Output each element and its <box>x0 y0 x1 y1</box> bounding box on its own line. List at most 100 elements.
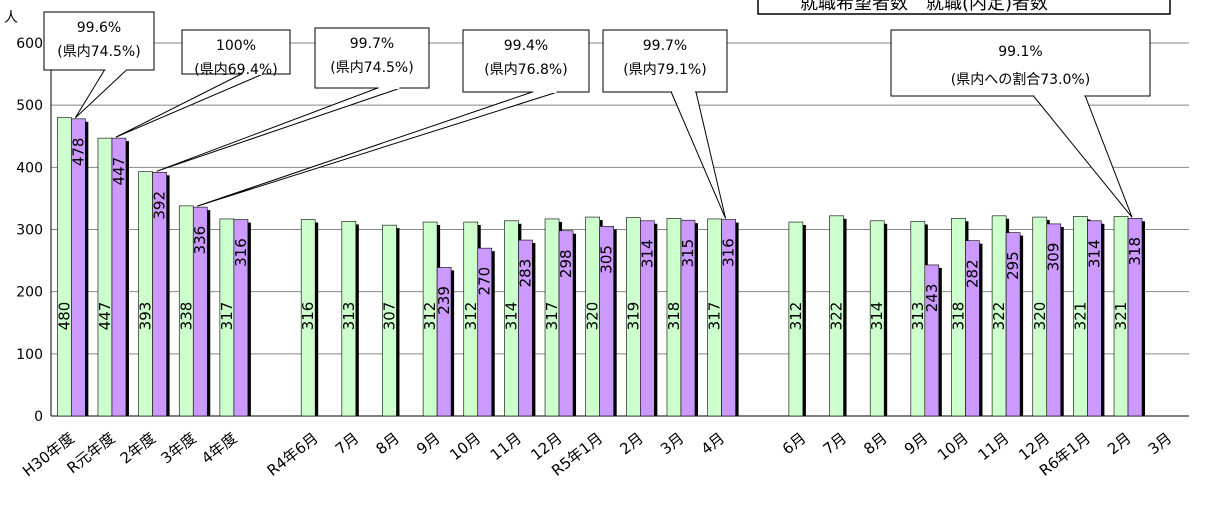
data-label: 319 <box>624 302 642 331</box>
data-label: 338 <box>177 302 195 331</box>
bar-applicants <box>300 219 316 417</box>
bar-hired <box>1046 223 1062 417</box>
data-label: 309 <box>1045 243 1063 272</box>
data-label: 321 <box>1112 302 1130 331</box>
data-label: 243 <box>923 284 941 313</box>
data-label: 316 <box>720 238 738 267</box>
x-tick-label: 3年度 <box>157 429 199 468</box>
data-label: 478 <box>69 138 87 167</box>
callout-pointer <box>74 69 128 119</box>
data-label: 314 <box>502 302 520 331</box>
callout-rate: 100% <box>216 38 256 54</box>
callout-pointer <box>197 91 558 207</box>
callout-prefecture-rate: (県内76.8%) <box>484 62 567 78</box>
callout-rate: 99.7% <box>643 38 687 54</box>
y-tick-label: 400 <box>16 160 43 176</box>
x-tick-label: 10月 <box>446 429 484 464</box>
data-label: 312 <box>421 302 439 331</box>
legend-box <box>757 0 1171 15</box>
bar-hired <box>965 240 980 417</box>
data-label: 314 <box>868 302 886 331</box>
bar-hired <box>1087 220 1102 417</box>
x-tick-label: 11月 <box>975 429 1013 464</box>
bar-hired <box>640 220 655 417</box>
data-label: 312 <box>787 302 805 331</box>
data-label: 313 <box>340 302 358 331</box>
x-tick-label: 11月 <box>487 429 525 464</box>
y-tick-label: 500 <box>16 98 43 114</box>
data-label: 392 <box>151 191 169 220</box>
callout-prefecture-rate: (県内74.5%) <box>330 60 413 76</box>
data-label: 312 <box>462 302 480 331</box>
data-label: 336 <box>191 226 209 255</box>
data-label: 320 <box>1031 302 1049 331</box>
data-label: 295 <box>1004 251 1022 280</box>
y-tick-label: 300 <box>16 223 43 239</box>
data-label: 314 <box>1085 239 1103 268</box>
callout-prefecture-rate: (県内74.5%) <box>57 44 140 60</box>
data-label: 393 <box>137 302 155 331</box>
data-label: 239 <box>435 286 453 315</box>
callout-prefecture-rate: (県内79.1%) <box>623 62 706 78</box>
data-label: 318 <box>665 302 683 331</box>
bar-hired <box>680 219 696 417</box>
data-label: 322 <box>990 302 1008 331</box>
data-label: 313 <box>909 302 927 331</box>
data-label: 447 <box>96 302 114 331</box>
x-tick-label: 4月 <box>698 429 728 458</box>
bar-applicants <box>341 221 357 417</box>
bar-applicants <box>869 220 885 417</box>
x-tick-label: 9月 <box>901 429 931 458</box>
data-label: 282 <box>963 259 981 288</box>
x-tick-label: 10月 <box>934 429 972 464</box>
data-label: 283 <box>516 259 534 288</box>
data-label: 316 <box>299 302 317 331</box>
data-label: 298 <box>557 249 575 278</box>
data-label: 314 <box>638 239 656 268</box>
x-tick-label: 9月 <box>413 429 443 458</box>
y-tick-label: 100 <box>16 347 43 363</box>
x-tick-label: 6月 <box>779 429 809 458</box>
bar-hired <box>436 267 452 417</box>
x-tick-label: R4年6月 <box>264 429 322 480</box>
bar-hired <box>599 226 614 417</box>
bar-applicants <box>829 215 844 417</box>
callout-pointer <box>670 91 727 219</box>
bar-hired <box>721 219 736 417</box>
x-tick-label: 2月 <box>1104 429 1134 458</box>
x-tick-label: H30年度 <box>19 429 78 480</box>
x-tick-label: 2年度 <box>117 429 159 468</box>
data-label: 318 <box>1126 237 1144 266</box>
data-label: 315 <box>679 239 697 268</box>
bar-hired <box>558 230 574 417</box>
callout-box <box>181 29 291 75</box>
data-label: 270 <box>476 267 494 296</box>
data-label: 447 <box>110 157 128 186</box>
callout-prefecture-rate: (県内への割合73.0%) <box>951 71 1090 88</box>
y-unit-label: 人 <box>4 10 18 26</box>
data-label: 322 <box>828 302 846 331</box>
x-tick-label: 8月 <box>373 429 403 458</box>
callout-pointer <box>1032 95 1133 218</box>
bar-applicants <box>788 221 804 417</box>
bar-hired <box>518 239 533 417</box>
bar-hired <box>477 247 493 417</box>
bar-hired <box>152 172 167 417</box>
bar-hired <box>1005 232 1021 417</box>
x-tick-label: 8月 <box>860 429 890 458</box>
x-tick-label: 7月 <box>332 429 362 458</box>
data-label: 316 <box>232 238 250 267</box>
callout-rate: 99.1% <box>998 44 1042 60</box>
callout-box <box>602 29 728 93</box>
callout-box <box>314 27 430 89</box>
bar-applicants <box>382 224 397 417</box>
data-label: 317 <box>218 302 236 331</box>
bar-hired <box>71 118 86 417</box>
callout-rate: 99.6% <box>77 20 121 36</box>
bar-hired <box>1127 218 1143 417</box>
callout-box <box>462 29 590 93</box>
callout-box <box>890 29 1151 97</box>
data-label: 320 <box>584 302 602 331</box>
x-tick-label: 7月 <box>820 429 850 458</box>
data-label: 305 <box>598 245 616 274</box>
